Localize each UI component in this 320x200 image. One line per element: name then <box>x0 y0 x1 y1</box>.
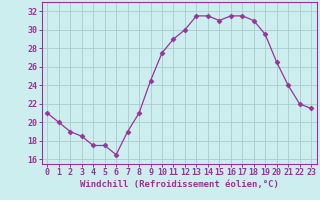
X-axis label: Windchill (Refroidissement éolien,°C): Windchill (Refroidissement éolien,°C) <box>80 180 279 189</box>
